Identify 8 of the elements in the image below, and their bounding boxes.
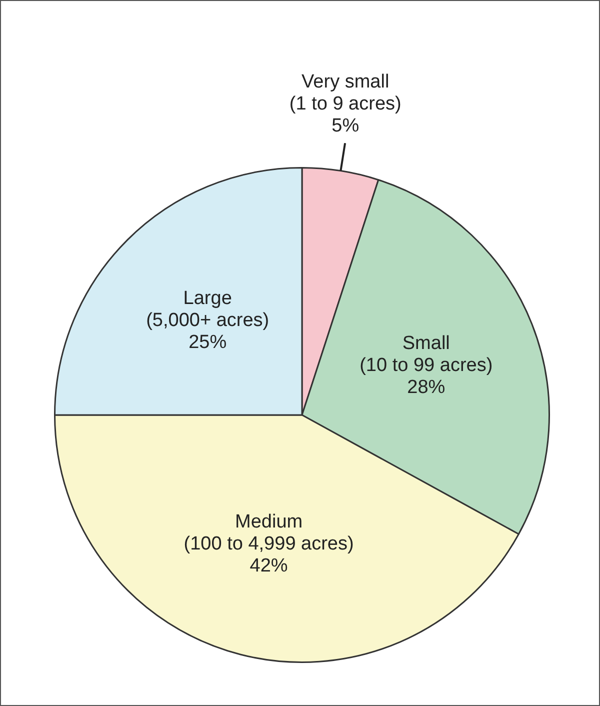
data-label: 5% [332, 115, 360, 136]
data-label: 28% [407, 377, 446, 398]
data-label: 25% [188, 332, 227, 353]
slice-label: Large (5,000+ acres) [146, 288, 270, 331]
slice-label: Very small (1 to 9 acres) [289, 71, 402, 114]
data-label: 42% [250, 556, 288, 577]
slice-label: Medium (100 to 4,999 acres) [184, 512, 354, 555]
slice-label: Small (10 to 99 acres) [360, 333, 493, 376]
